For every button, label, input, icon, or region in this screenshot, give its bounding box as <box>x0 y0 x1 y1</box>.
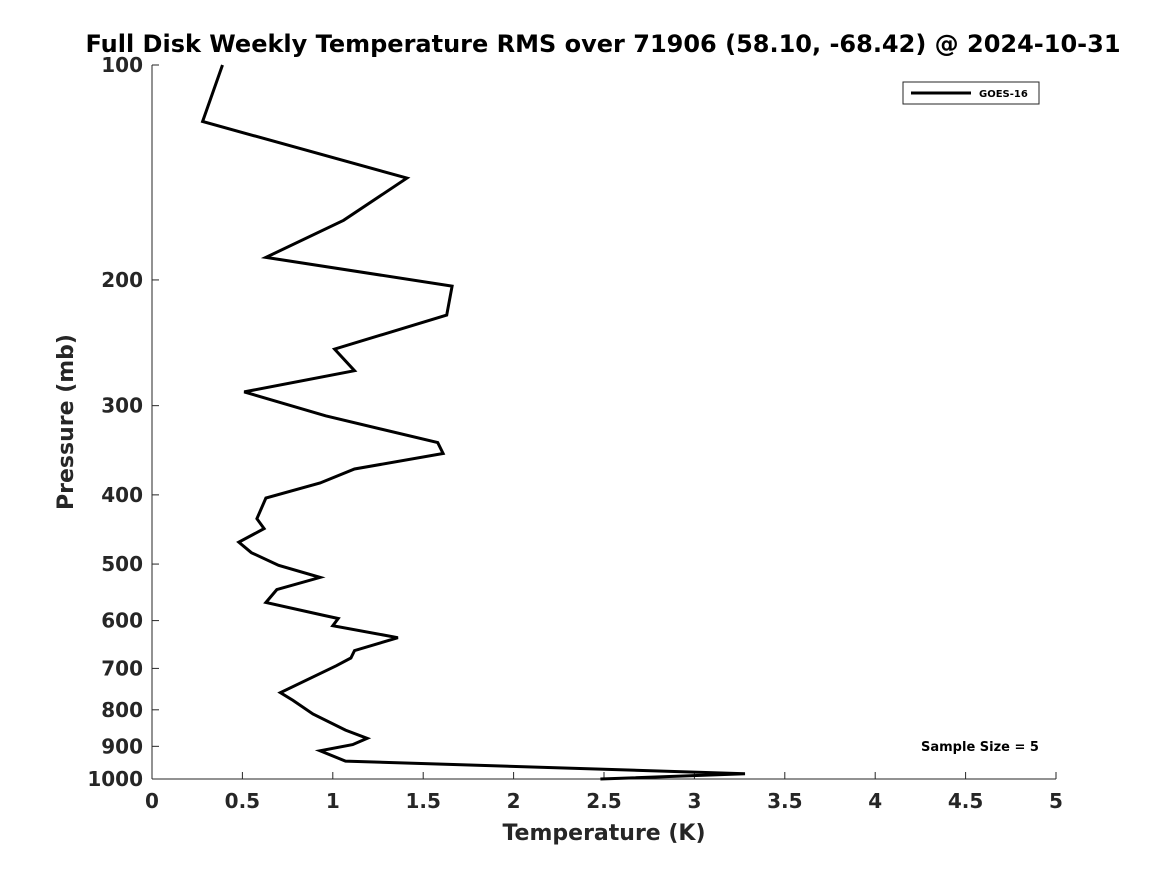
x-axis-label: Temperature (K) <box>502 821 705 846</box>
y-tick-label: 1000 <box>87 767 143 791</box>
x-tick-label: 4.5 <box>948 789 983 813</box>
y-tick-label: 800 <box>101 698 143 722</box>
y-axis-label: Pressure (mb) <box>54 334 79 510</box>
x-tick-label: 3 <box>687 789 701 813</box>
y-tick-label: 200 <box>101 268 143 292</box>
y-tick-label: 600 <box>101 609 143 633</box>
x-tick-label: 0 <box>145 789 159 813</box>
x-tick-label: 2.5 <box>586 789 621 813</box>
sample-size-annotation: Sample Size = 5 <box>921 740 1039 755</box>
y-tick-label: 500 <box>101 552 143 576</box>
series-line-goes-16 <box>200 64 746 781</box>
legend-label: GOES-16 <box>979 89 1028 100</box>
x-tick-label: 3.5 <box>767 789 802 813</box>
x-tick-label: 2 <box>507 789 521 813</box>
y-ticks: 100 200 300 400 500 600 700 800 900 1000 <box>87 53 159 791</box>
y-tick-label: 300 <box>101 394 143 418</box>
y-tick-label: 900 <box>101 734 143 758</box>
y-tick-label: 400 <box>101 483 143 507</box>
x-tick-label: 4 <box>868 789 882 813</box>
y-tick-label: 100 <box>101 53 143 77</box>
legend: GOES-16 <box>902 81 1040 105</box>
series-layer <box>200 64 746 781</box>
x-tick-label: 1.5 <box>405 789 440 813</box>
x-ticks: 0 0.5 1 1.5 2 2.5 3 3.5 4 4.5 5 <box>145 772 1063 813</box>
y-tick-label: 700 <box>101 656 143 680</box>
chart-title: Full Disk Weekly Temperature RMS over 71… <box>85 30 1120 58</box>
x-tick-label: 5 <box>1049 789 1063 813</box>
x-tick-label: 1 <box>326 789 340 813</box>
x-tick-label: 0.5 <box>225 789 260 813</box>
